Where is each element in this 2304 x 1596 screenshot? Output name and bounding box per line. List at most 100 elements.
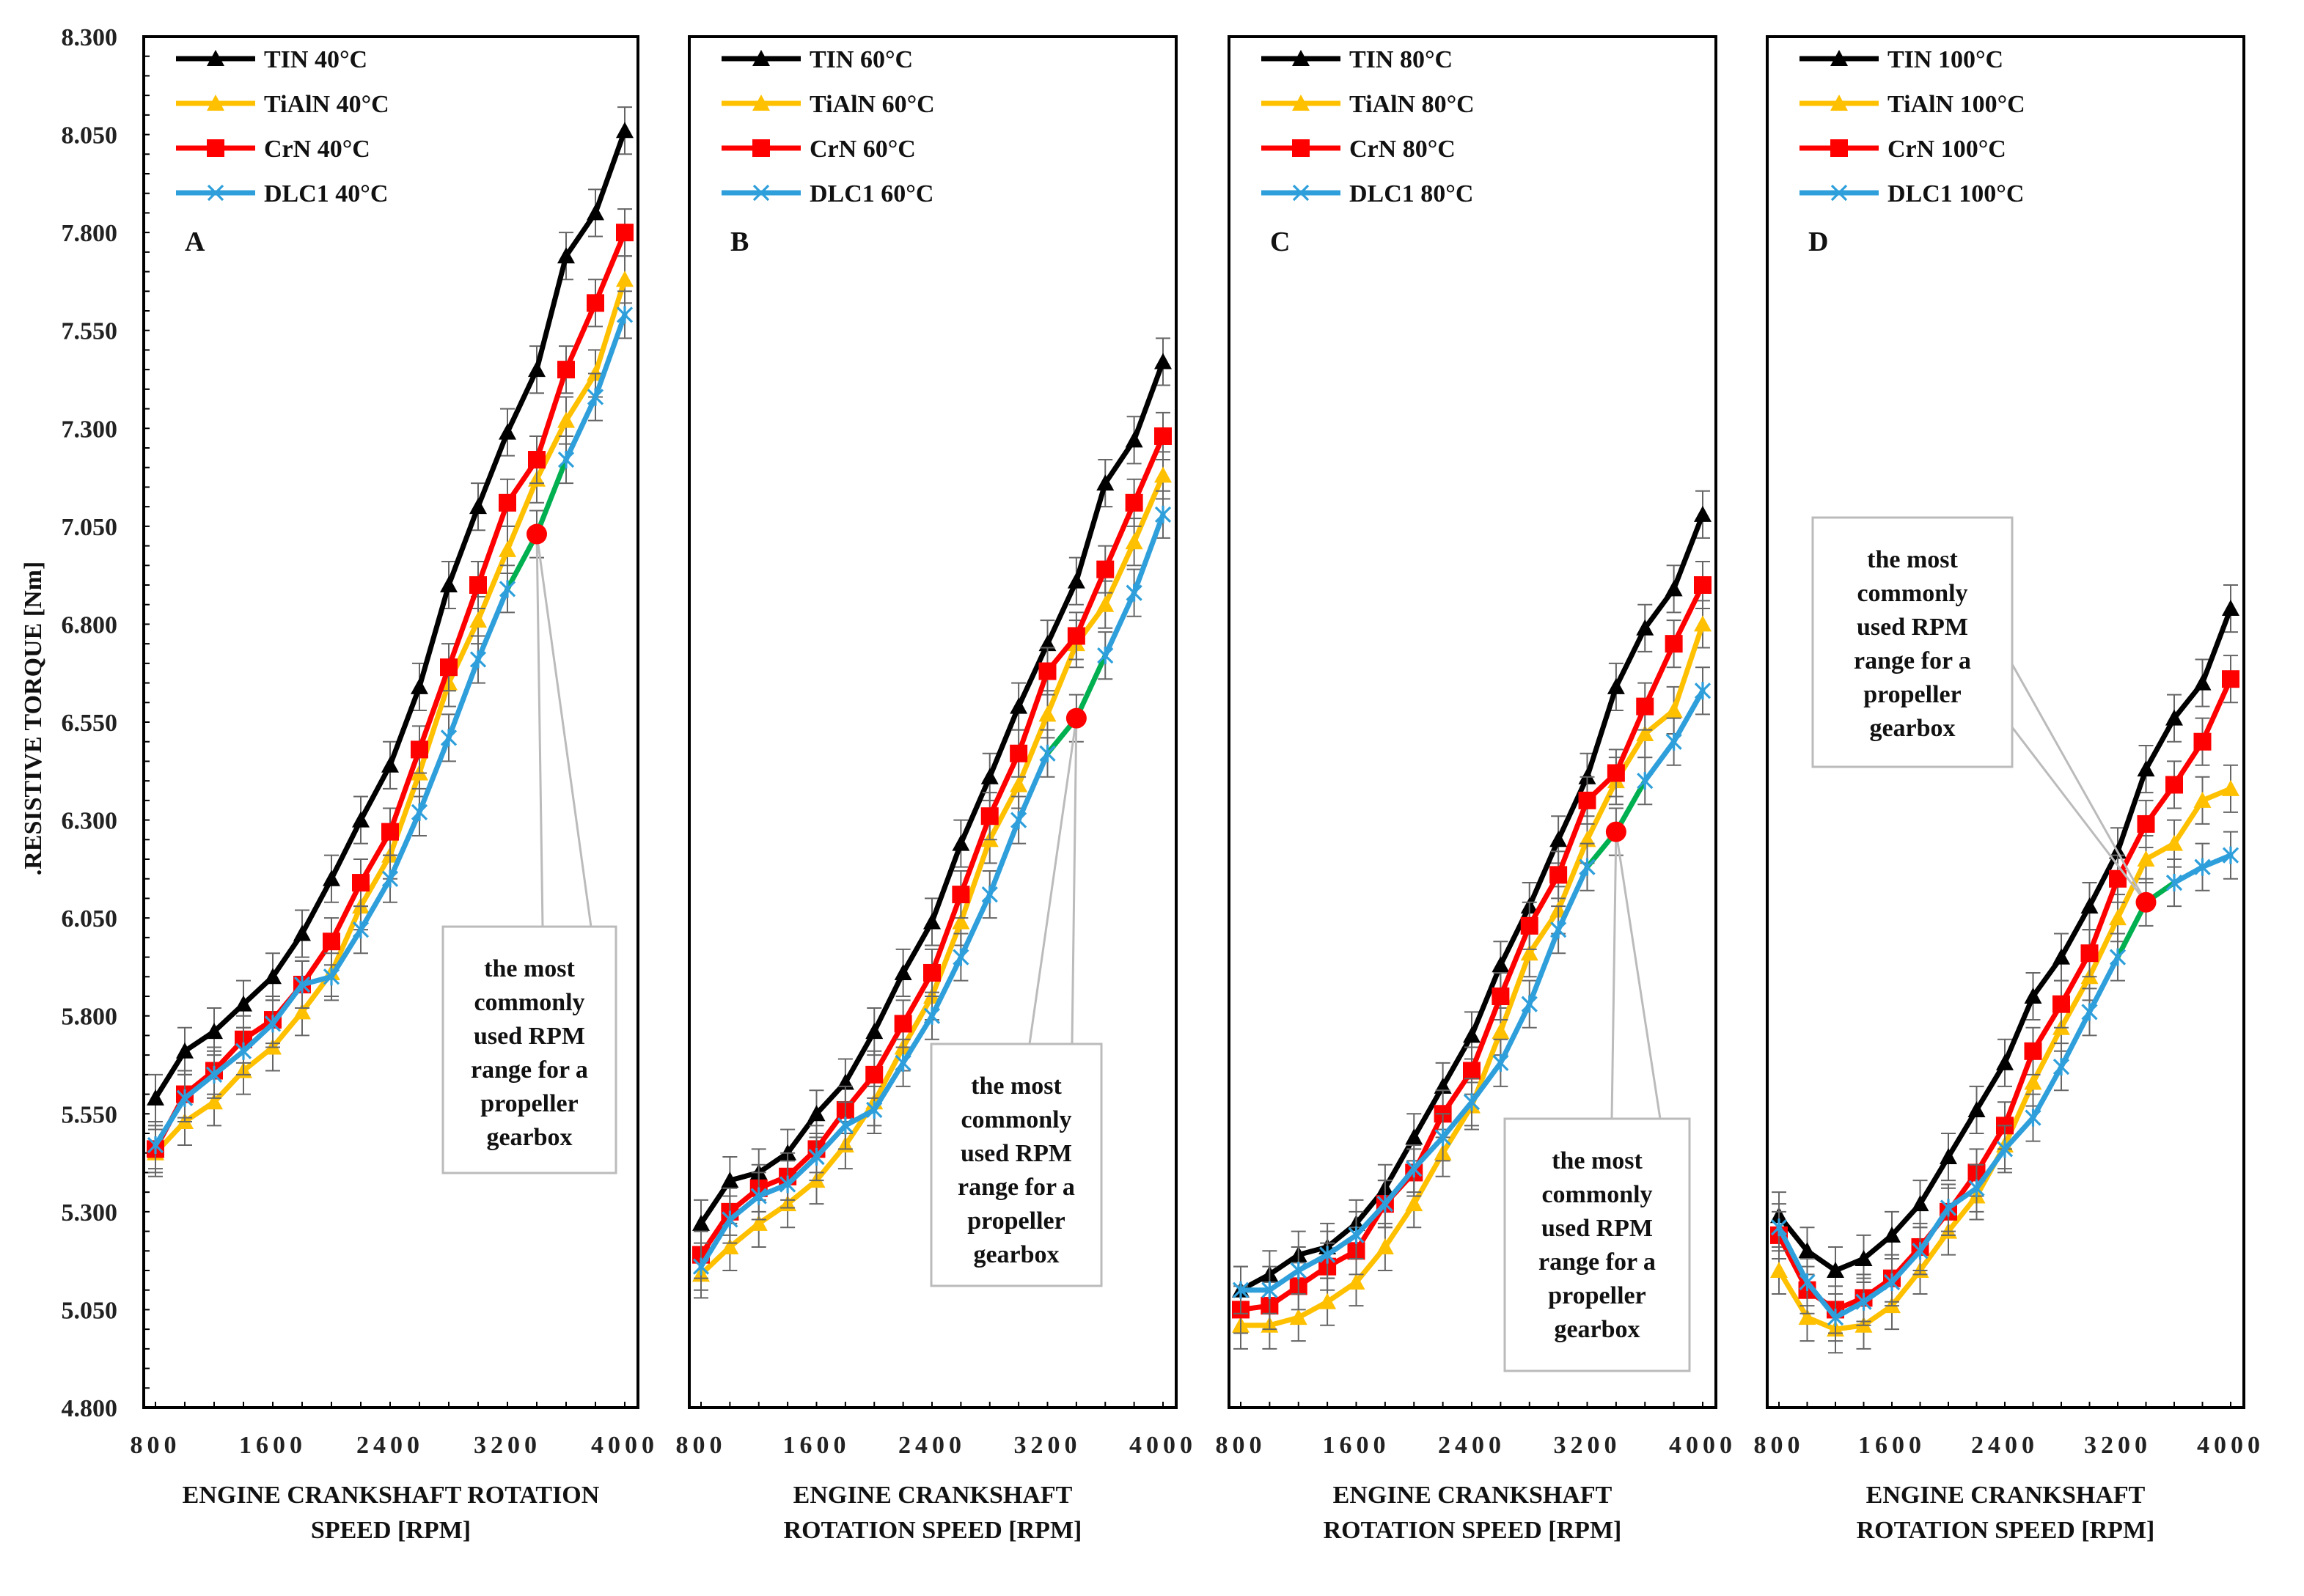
data-point-square [1067,627,1085,645]
series-line-segment [153,1048,188,1101]
data-point-triangle [952,834,970,851]
series-line-segment [592,312,628,400]
data-point-square [894,1015,912,1033]
series-line-segment [329,817,364,882]
data-point-star [1376,1195,1394,1213]
series-line-segment [1974,1146,2008,1191]
data-point-star [176,1089,194,1107]
callout-box [1811,516,2014,768]
series-line-segment [843,1029,877,1086]
series-line-segment [1016,641,1050,710]
callout-text: gearbox [1554,1316,1640,1343]
data-point-square [1154,427,1172,445]
data-point-triangle [1096,474,1115,491]
series-line-segment [1131,433,1166,506]
x-axis-title: ENGINE CRANKSHAFT ROTATION [183,1482,600,1509]
data-point-star [616,306,634,324]
series-line-segment [871,1060,906,1113]
data-point-triangle [293,924,311,941]
data-point-triangle [1405,1128,1423,1145]
callout-text: propeller [1863,681,1961,708]
data-point-triangle [1549,831,1568,847]
data-point-triangle [1798,1242,1816,1259]
series-line-segment [958,836,993,924]
series-line-segment [153,1095,188,1148]
data-point-triangle [147,1089,164,1106]
data-point-triangle [381,756,399,773]
legend-label: DLC1 80°C [1349,180,1473,207]
x-axis-title: SPEED [RPM] [311,1517,471,1544]
callout-text: range for a [1538,1249,1656,1276]
data-point-triangle [1289,1309,1307,1325]
panel-label: C [1270,227,1290,257]
data-point-triangle [2052,948,2070,965]
y-tick-label: 6.300 [62,808,118,835]
series-line-segment [563,394,598,463]
data-point-star [2222,846,2239,864]
data-point-triangle [2222,600,2239,617]
x-tick-label: 4000 [1669,1432,1736,1459]
series-line-segment [534,418,569,482]
legend-label: DLC1 60°C [810,180,933,207]
data-point-triangle [469,498,487,515]
series-line-segment [1016,711,1050,787]
legend-label: DLC1 40°C [264,180,388,207]
series-line-segment [2087,955,2121,1015]
series-line-segment [2087,915,2121,979]
legend-star-icon [752,184,770,202]
callout-text: propeller [1548,1282,1646,1309]
series-line-segment [1497,950,1533,1034]
data-point-triangle [469,611,487,628]
series-line-segment [1074,480,1108,584]
data-point-star [1968,1179,1985,1197]
data-point-square [469,576,487,594]
data-point-square [2137,814,2155,833]
highlight-circle [1065,707,1087,729]
series-line-segment [1497,923,1533,999]
series-line-segment [900,919,935,976]
y-tick-label: 8.300 [62,24,118,51]
data-point-square [2052,995,2070,1013]
data-point-triangle [557,247,575,264]
series-line-segment [446,504,481,588]
data-point-star [722,1210,738,1229]
series-line-segment [2030,1025,2064,1086]
data-point-star [147,1136,164,1155]
callout-text: gearbox [973,1241,1059,1268]
data-point-triangle [616,122,634,139]
data-point-triangle [1636,725,1654,742]
data-point-square [1607,764,1625,782]
data-point-square [499,493,516,512]
data-point-star [779,1175,796,1194]
series-line-segment [2058,974,2092,1031]
data-point-triangle [528,361,546,378]
data-point-star [1996,1140,2014,1158]
data-point-star [1579,858,1596,876]
data-point-square [865,1065,884,1084]
data-point-triangle [499,423,516,440]
series-line-segment [1671,582,1706,647]
legend-label: CrN 80°C [1349,136,1456,163]
series-line-segment [1131,512,1166,596]
series-line-segment [1974,1060,2008,1113]
data-point-star [1097,647,1114,665]
data-point-square [1010,744,1028,762]
highlight-circle [527,523,547,545]
data-point-square [587,294,604,312]
data-point-triangle [1154,353,1172,369]
series-tin [692,337,1172,1248]
series-line-segment [871,1044,906,1105]
data-point-star [1463,1093,1481,1111]
series-line-segment [358,876,393,933]
data-point-square [1578,791,1596,809]
legend-label: CrN 60°C [810,136,916,163]
series-line-segment [1074,567,1108,639]
data-point-square [352,874,370,892]
series-line-segment [1671,512,1706,592]
series-line-segment [929,955,964,1019]
data-point-star [1799,1273,1816,1292]
legend-triangle-icon [1292,95,1310,111]
callout-text: the most [971,1073,1062,1100]
callout-box [441,925,617,1174]
series-line-segment [387,684,422,768]
